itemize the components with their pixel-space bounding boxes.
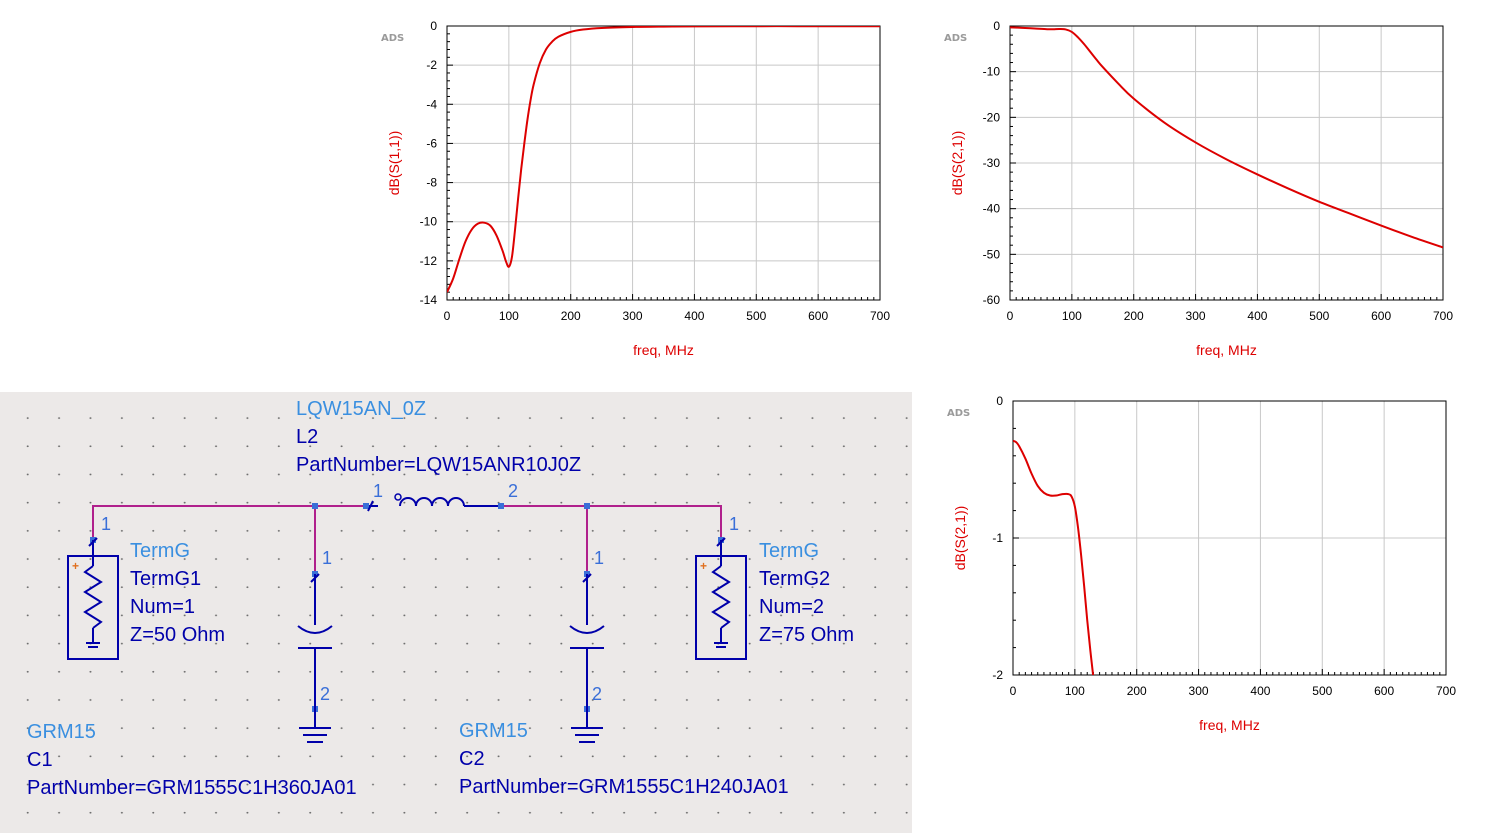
chart-s21-zoom-svg: ADS 0 100 200 300 400 500 600 700 0 -1 -2 freq, MHz d… [947,394,1456,733]
x-axis-label: freq, MHz [1196,342,1257,358]
inductor-model: LQW15AN_0Z [296,398,426,420]
y-tick-label: -14 [420,293,438,307]
inductor-name: L2 [296,426,318,448]
trace-line [1013,439,1095,675]
schematic-svg: LQW15AN_0Z L2 PartNumber=LQW15ANR10J0Z 1… [27,398,854,799]
termg1-pin: 1 [101,514,111,534]
capacitor-c1[interactable] [297,573,333,743]
y-tick-label: -60 [983,293,1001,307]
termg1-z: Z=50 Ohm [130,624,225,646]
y-axis-label: dB(S(1,1)) [386,131,402,196]
inductor-pin1: 1 [373,481,383,501]
chart-s21[interactable]: ADS 0 100 200 300 400 500 600 700 0 -10 -20 -30 -40 -5… [943,15,1463,360]
c2-pin2: 2 [592,684,602,704]
x-tick-label: 700 [870,309,890,323]
trace-line [1010,26,1443,249]
y-tick-label: -20 [983,110,1001,124]
chart-s21-svg: ADS 0 100 200 300 400 500 600 700 0 -10 -20 -30 -40 -5… [944,19,1453,358]
ads-logo: ADS [947,408,970,419]
y-tick-label: 0 [996,394,1003,408]
x-tick-label: 500 [746,309,766,323]
x-axis-label: freq, MHz [1199,717,1260,733]
y-axis-label: dB(S(2,1)) [952,506,968,571]
c2-pin1: 1 [594,548,604,568]
chart-s11[interactable]: ADS 0 100 200 300 400 500 600 700 0 -2 -4 -6 -8 -10 -12… [380,15,900,360]
x-tick-label: 200 [1127,684,1147,698]
chart-s21-zoom[interactable]: ADS 0 100 200 300 400 500 600 700 0 -1 -2 freq, MHz d… [946,390,1466,735]
y-tick-label: -40 [983,202,1001,216]
x-tick-label: 600 [1371,309,1391,323]
c1-model: GRM15 [27,721,96,743]
y-tick-label: -10 [420,215,438,229]
x-tick-label: 700 [1433,309,1453,323]
termg2-num: Num=2 [759,596,824,618]
x-tick-label: 500 [1312,684,1332,698]
x-axis-label: freq, MHz [633,342,694,358]
y-tick-label: -6 [426,136,437,150]
x-tick-label: 400 [1250,684,1270,698]
x-tick-label: 600 [1374,684,1394,698]
x-tick-label: 400 [684,309,704,323]
x-tick-label: 700 [1436,684,1456,698]
y-tick-label: -1 [992,531,1003,545]
wires [92,505,722,574]
x-tick-label: 0 [1010,684,1017,698]
x-tick-label: 200 [1124,309,1144,323]
ads-logo: ADS [381,33,404,44]
c2-model: GRM15 [459,720,528,742]
y-tick-label: -4 [426,97,437,111]
capacitor-c2[interactable] [569,573,605,743]
x-tick-label: 100 [499,309,519,323]
inductor-part: PartNumber=LQW15ANR10J0Z [296,454,581,476]
termg1-num: Num=1 [130,596,195,618]
c1-part: PartNumber=GRM1555C1H360JA01 [27,777,357,799]
x-tick-label: 0 [1007,309,1014,323]
y-tick-label: -30 [983,156,1001,170]
y-tick-label: -50 [983,247,1001,261]
termg2-plus: + [700,559,707,573]
schematic-canvas[interactable]: LQW15AN_0Z L2 PartNumber=LQW15ANR10J0Z 1… [0,392,912,833]
termg1[interactable] [67,537,119,660]
wire-left[interactable] [92,505,366,540]
termg2-pin: 1 [729,514,739,534]
y-tick-label: -12 [420,254,438,268]
wire-right[interactable] [500,505,722,540]
termg2-z: Z=75 Ohm [759,624,854,646]
trace-line [447,26,880,293]
y-axis-label: dB(S(2,1)) [949,131,965,196]
x-tick-label: 100 [1065,684,1085,698]
x-tick-label: 500 [1309,309,1329,323]
termg1-plus: + [72,559,79,573]
x-tick-label: 300 [623,309,643,323]
c2-part: PartNumber=GRM1555C1H240JA01 [459,776,789,798]
c2-name: C2 [459,748,485,770]
c1-pin1: 1 [322,548,332,568]
ads-logo: ADS [944,33,967,44]
termg1-name: TermG1 [130,568,201,590]
termg2-name: TermG2 [759,568,830,590]
inductor-pin2: 2 [508,481,518,501]
inductor-l2[interactable] [367,493,498,512]
y-tick-label: -10 [983,65,1001,79]
chart-s11-svg: ADS 0 100 200 300 400 500 600 700 0 -2 -4 -6 -8 -10 -12… [381,19,890,358]
y-tick-label: -2 [426,58,437,72]
x-tick-label: 600 [808,309,828,323]
termg1-type: TermG [130,540,190,562]
x-tick-label: 0 [444,309,451,323]
c1-pin2: 2 [320,684,330,704]
termg2-type: TermG [759,540,819,562]
x-tick-label: 200 [561,309,581,323]
x-tick-label: 300 [1186,309,1206,323]
y-tick-label: 0 [430,19,437,33]
y-tick-label: -8 [426,176,437,190]
c1-name: C1 [27,749,53,771]
x-tick-label: 300 [1189,684,1209,698]
termg2[interactable] [695,537,747,660]
x-tick-label: 400 [1247,309,1267,323]
y-tick-label: 0 [993,19,1000,33]
x-tick-label: 100 [1062,309,1082,323]
y-tick-label: -2 [992,668,1003,682]
